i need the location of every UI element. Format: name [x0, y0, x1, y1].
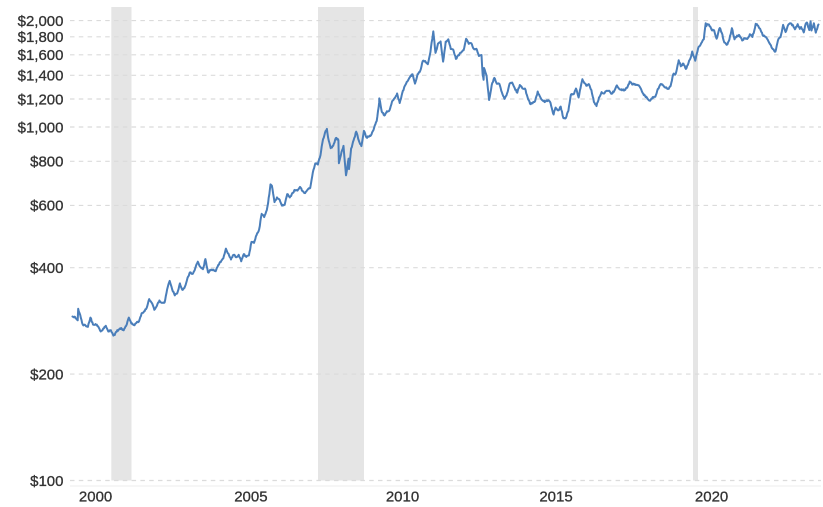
svg-text:2005: 2005	[234, 489, 267, 506]
svg-text:$800: $800	[30, 154, 63, 171]
svg-text:2010: 2010	[386, 489, 419, 506]
svg-text:$1,200: $1,200	[18, 91, 64, 108]
svg-text:$400: $400	[30, 260, 63, 277]
svg-text:$1,600: $1,600	[18, 47, 64, 64]
svg-text:2015: 2015	[539, 489, 572, 506]
svg-text:2000: 2000	[79, 489, 112, 506]
svg-text:$1,400: $1,400	[18, 68, 64, 85]
svg-text:$200: $200	[30, 366, 63, 383]
svg-text:2020: 2020	[695, 489, 728, 506]
svg-text:$2,000: $2,000	[18, 13, 64, 30]
svg-text:$600: $600	[30, 198, 63, 215]
svg-text:$1,800: $1,800	[18, 29, 64, 46]
svg-text:$100: $100	[30, 473, 63, 490]
svg-text:$1,000: $1,000	[18, 119, 64, 136]
